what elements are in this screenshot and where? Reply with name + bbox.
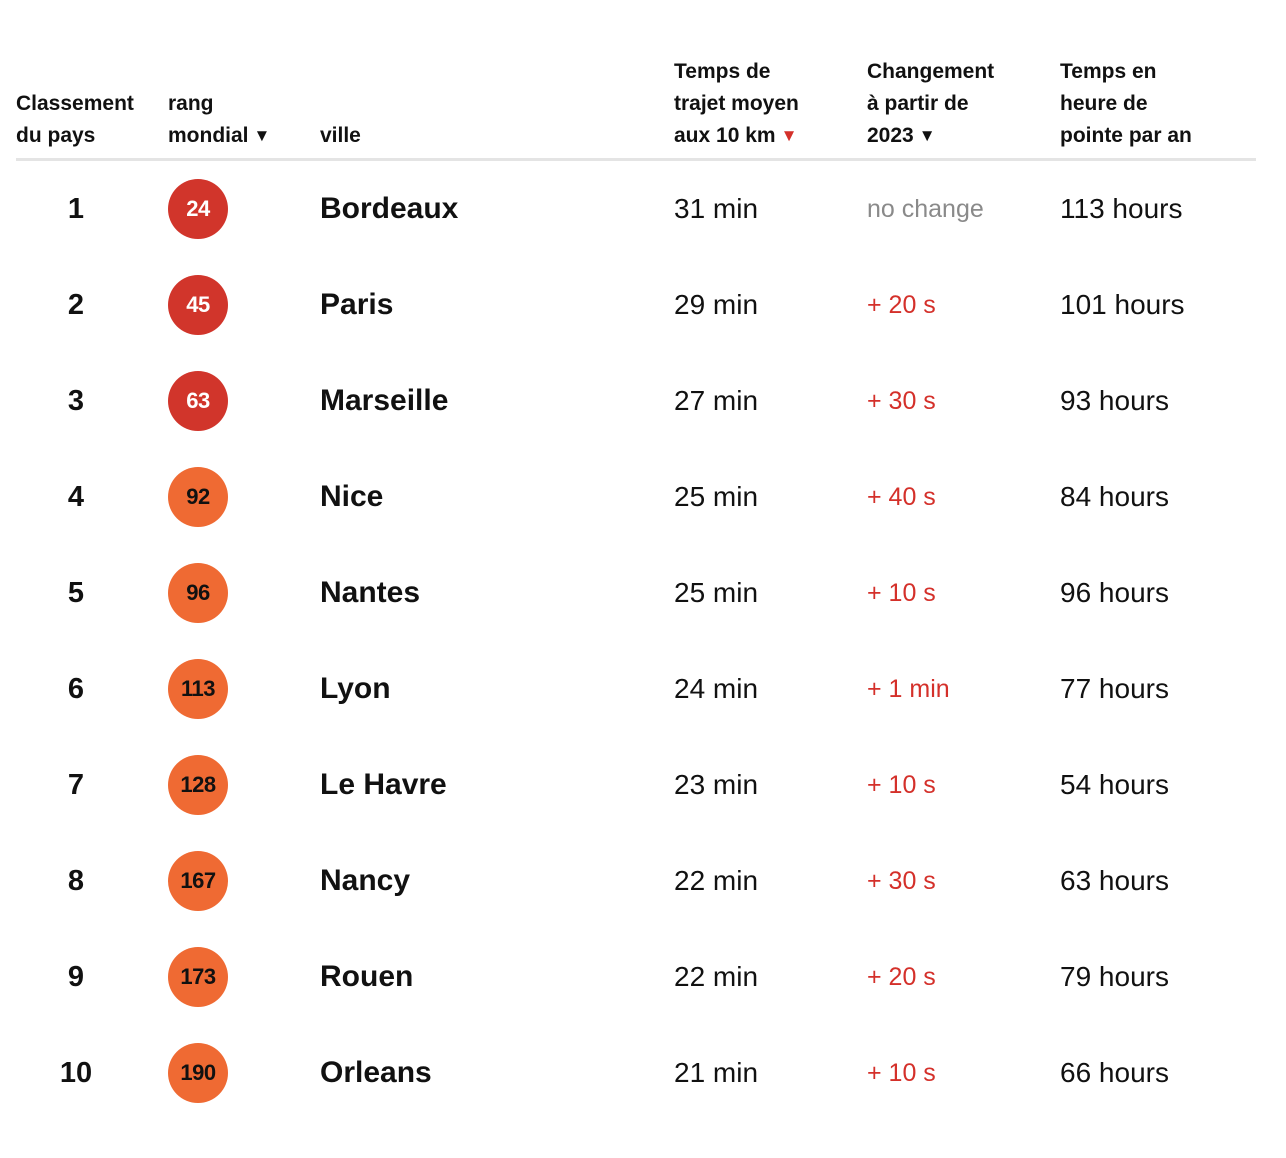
- peak-hours: 63 hours: [1060, 865, 1169, 896]
- table-row: 7 128 Le Havre 23 min + 10 s 54 hours: [16, 737, 1256, 833]
- country-rank: 5: [67, 576, 85, 609]
- change-value: + 20 s: [867, 290, 936, 319]
- table-row: 3 63 Marseille 27 min + 30 s 93 hours: [16, 353, 1256, 449]
- travel-time: 29 min: [674, 289, 759, 320]
- world-rank-badge: 92: [168, 467, 228, 527]
- city-name: Marseille: [320, 384, 449, 417]
- header-city[interactable]: ville: [320, 120, 361, 152]
- table-body: 1 24 Bordeaux 31 min no change 113 hours…: [16, 161, 1256, 1121]
- header-country-rank-line: du pays: [16, 124, 96, 147]
- peak-hours: 96 hours: [1060, 577, 1169, 608]
- header-change[interactable]: Changement à partir de 2023 ▼: [867, 56, 994, 152]
- header-change-line: 2023: [867, 124, 914, 147]
- sort-down-icon[interactable]: ▼: [918, 126, 936, 145]
- city-name: Nancy: [320, 864, 411, 897]
- city-name: Lyon: [320, 672, 391, 705]
- world-rank-badge: 45: [168, 275, 228, 335]
- travel-time: 27 min: [674, 385, 759, 416]
- city-name: Bordeaux: [320, 192, 459, 225]
- change-value: + 10 s: [867, 578, 936, 607]
- travel-time: 22 min: [674, 961, 759, 992]
- change-value: + 40 s: [867, 482, 936, 511]
- country-rank: 2: [67, 288, 85, 321]
- city-name: Nantes: [320, 576, 421, 609]
- peak-hours: 101 hours: [1060, 289, 1185, 320]
- change-value: + 10 s: [867, 1058, 936, 1087]
- peak-hours: 84 hours: [1060, 481, 1169, 512]
- header-world-rank-line: mondial: [168, 124, 249, 147]
- country-rank: 10: [59, 1056, 93, 1089]
- world-rank-badge: 167: [168, 851, 228, 911]
- country-rank: 7: [67, 768, 85, 801]
- travel-time: 22 min: [674, 865, 759, 896]
- traffic-ranking-table: Classement du pays rang mondial ▼ ville T…: [16, 56, 1256, 1121]
- peak-hours: 79 hours: [1060, 961, 1169, 992]
- header-country-rank-line: Classement: [16, 92, 134, 115]
- header-world-rank-line: rang: [168, 92, 214, 115]
- table-header: Classement du pays rang mondial ▼ ville T…: [16, 56, 1256, 161]
- city-name: Rouen: [320, 960, 414, 993]
- header-peak-hours-line: pointe par an: [1060, 124, 1192, 147]
- table-row: 6 113 Lyon 24 min + 1 min 77 hours: [16, 641, 1256, 737]
- travel-time: 25 min: [674, 481, 759, 512]
- world-rank-badge: 96: [168, 563, 228, 623]
- table-row: 1 24 Bordeaux 31 min no change 113 hours: [16, 161, 1256, 257]
- city-name: Nice: [320, 480, 384, 513]
- country-rank: 9: [67, 960, 85, 993]
- country-rank: 8: [67, 864, 85, 897]
- travel-time: 24 min: [674, 673, 759, 704]
- world-rank-badge: 24: [168, 179, 228, 239]
- change-value: + 10 s: [867, 770, 936, 799]
- change-value: + 1 min: [867, 674, 950, 703]
- travel-time: 23 min: [674, 769, 759, 800]
- travel-time: 21 min: [674, 1057, 759, 1088]
- header-travel-time[interactable]: Temps de trajet moyen aux 10 km ▼: [674, 56, 799, 152]
- header-travel-time-line: aux 10 km: [674, 124, 776, 147]
- peak-hours: 66 hours: [1060, 1057, 1169, 1088]
- country-rank: 1: [67, 192, 85, 225]
- header-world-rank[interactable]: rang mondial ▼: [168, 88, 270, 152]
- table-row: 8 167 Nancy 22 min + 30 s 63 hours: [16, 833, 1256, 929]
- change-value: no change: [867, 194, 984, 223]
- city-name: Le Havre: [320, 768, 447, 801]
- table-row: 2 45 Paris 29 min + 20 s 101 hours: [16, 257, 1256, 353]
- travel-time: 31 min: [674, 193, 759, 224]
- world-rank-badge: 173: [168, 947, 228, 1007]
- change-value: + 30 s: [867, 386, 936, 415]
- city-name: Paris: [320, 288, 394, 321]
- peak-hours: 113 hours: [1060, 193, 1183, 224]
- header-change-line: Changement: [867, 60, 995, 83]
- change-value: + 30 s: [867, 866, 936, 895]
- change-value: + 20 s: [867, 962, 936, 991]
- city-name: Orleans: [320, 1056, 432, 1089]
- travel-time: 25 min: [674, 577, 759, 608]
- country-rank: 3: [67, 384, 85, 417]
- peak-hours: 54 hours: [1060, 769, 1169, 800]
- world-rank-badge: 63: [168, 371, 228, 431]
- table-row: 4 92 Nice 25 min + 40 s 84 hours: [16, 449, 1256, 545]
- peak-hours: 93 hours: [1060, 385, 1169, 416]
- world-rank-badge: 190: [168, 1043, 228, 1103]
- header-peak-hours-line: heure de: [1060, 92, 1148, 115]
- header-city-label: ville: [320, 124, 361, 147]
- header-peak-hours[interactable]: Temps en heure de pointe par an: [1060, 56, 1192, 152]
- header-travel-time-line: Temps de: [674, 60, 771, 83]
- header-change-line: à partir de: [867, 92, 969, 115]
- table-row: 9 173 Rouen 22 min + 20 s 79 hours: [16, 929, 1256, 1025]
- header-country-rank[interactable]: Classement du pays: [16, 88, 134, 152]
- table-row: 10 190 Orleans 21 min + 10 s 66 hours: [16, 1025, 1256, 1121]
- country-rank: 4: [67, 480, 85, 513]
- sort-down-icon[interactable]: ▼: [253, 126, 271, 145]
- world-rank-badge: 113: [168, 659, 228, 719]
- header-peak-hours-line: Temps en: [1060, 60, 1157, 83]
- table-row: 5 96 Nantes 25 min + 10 s 96 hours: [16, 545, 1256, 641]
- peak-hours: 77 hours: [1060, 673, 1169, 704]
- sort-down-active-icon[interactable]: ▼: [780, 126, 798, 145]
- header-travel-time-line: trajet moyen: [674, 92, 799, 115]
- country-rank: 6: [67, 672, 85, 705]
- world-rank-badge: 128: [168, 755, 228, 815]
